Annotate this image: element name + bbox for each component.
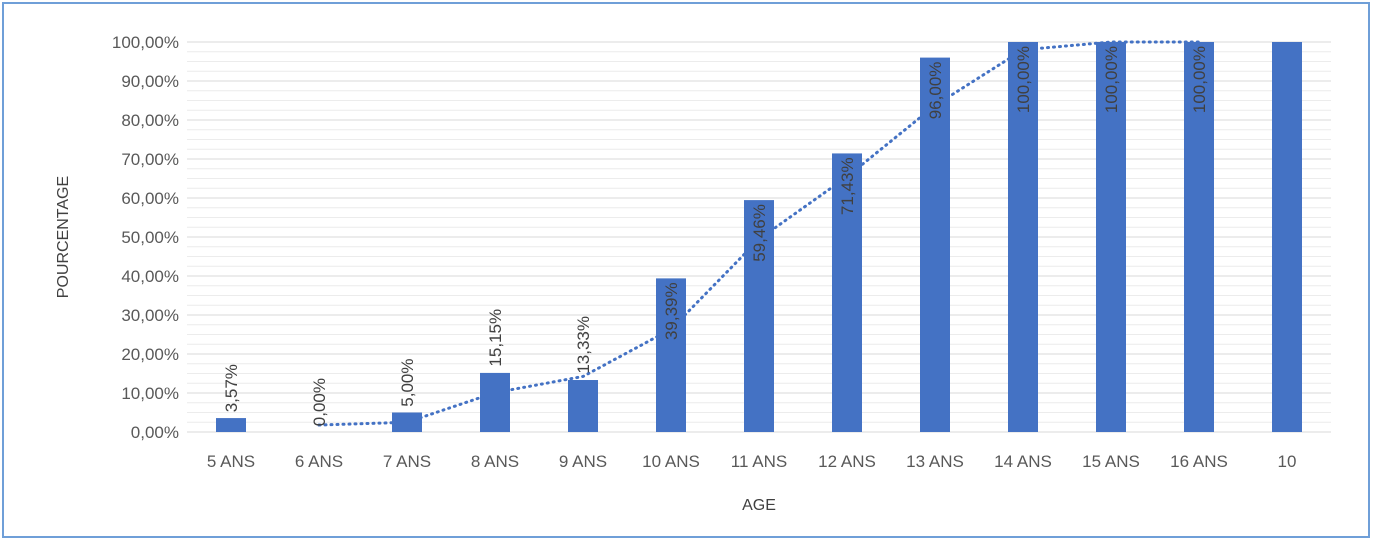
x-tick-label: 6 ANS — [295, 452, 343, 471]
data-labels: 3,57% 0,00% 5,00% 15,15% 13,33% 39,39% 59,46% 7… — [222, 46, 1209, 426]
x-tick-label: 9 ANS — [559, 452, 607, 471]
x-axis-title: AGE — [742, 497, 776, 514]
data-label: 0,00% — [310, 378, 329, 426]
y-tick-label: 10,00% — [121, 384, 179, 403]
bar — [1272, 42, 1302, 432]
data-label: 3,57% — [222, 364, 241, 412]
x-tick-label: 10 — [1278, 452, 1297, 471]
data-label: 96,00% — [926, 62, 945, 120]
data-label: 5,00% — [398, 359, 417, 407]
bar — [480, 373, 510, 432]
y-tick-label: 90,00% — [121, 72, 179, 91]
y-tick-label: 70,00% — [121, 150, 179, 169]
data-label: 100,00% — [1190, 46, 1209, 113]
y-tick-label: 100,00% — [112, 33, 179, 52]
chart-frame: 3,57% 0,00% 5,00% 15,15% 13,33% 39,39% 59,46% 7… — [2, 2, 1370, 538]
bar — [568, 380, 598, 432]
x-tick-label: 10 ANS — [642, 452, 700, 471]
bar-chart: 3,57% 0,00% 5,00% 15,15% 13,33% 39,39% 59,46% 7… — [4, 4, 1368, 536]
y-tick-label: 30,00% — [121, 306, 179, 325]
y-axis-title: POURCENTAGE — [55, 176, 72, 298]
x-tick-label: 11 ANS — [731, 452, 787, 471]
x-tick-label: 13 ANS — [906, 452, 964, 471]
x-axis-ticks: 5 ANS 6 ANS 7 ANS 8 ANS 9 ANS 10 ANS 11 ANS 12 … — [207, 452, 1297, 471]
y-tick-label: 0,00% — [131, 423, 179, 442]
y-tick-label: 40,00% — [121, 267, 179, 286]
y-axis-ticks: 0,00% 10,00% 20,00% 30,00% 40,00% 50,00% 60,00… — [112, 33, 179, 442]
y-tick-label: 80,00% — [121, 111, 179, 130]
data-label: 100,00% — [1102, 46, 1121, 113]
data-label: 71,43% — [838, 157, 857, 215]
data-label: 59,46% — [750, 204, 769, 262]
x-tick-label: 15 ANS — [1082, 452, 1140, 471]
data-label: 39,39% — [662, 282, 681, 340]
x-tick-label: 14 ANS — [994, 452, 1052, 471]
bar — [216, 418, 246, 432]
x-tick-label: 7 ANS — [383, 452, 431, 471]
x-tick-label: 5 ANS — [207, 452, 255, 471]
y-tick-label: 60,00% — [121, 189, 179, 208]
y-tick-label: 20,00% — [121, 345, 179, 364]
data-label: 100,00% — [1014, 46, 1033, 113]
data-label: 13,33% — [574, 316, 593, 374]
x-tick-label: 8 ANS — [471, 452, 519, 471]
x-tick-label: 12 ANS — [818, 452, 876, 471]
data-label: 15,15% — [486, 309, 505, 367]
x-tick-label: 16 ANS — [1170, 452, 1228, 471]
y-tick-label: 50,00% — [121, 228, 179, 247]
